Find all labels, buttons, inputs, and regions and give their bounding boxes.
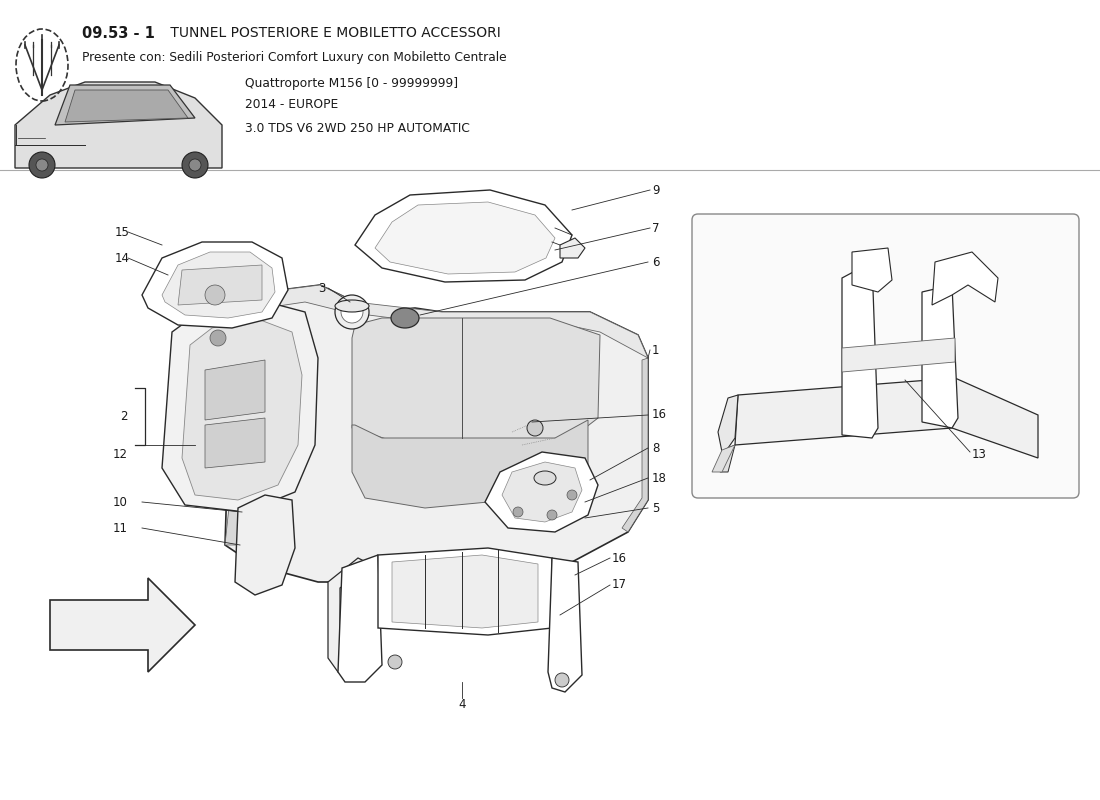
Text: TUNNEL POSTERIORE E MOBILETTO ACCESSORI: TUNNEL POSTERIORE E MOBILETTO ACCESSORI	[166, 26, 500, 40]
Circle shape	[527, 420, 543, 436]
Polygon shape	[162, 298, 318, 512]
Text: 14: 14	[116, 251, 130, 265]
Polygon shape	[235, 495, 295, 595]
Text: 5: 5	[652, 502, 659, 514]
Text: 4: 4	[459, 698, 465, 711]
Circle shape	[36, 159, 48, 171]
Polygon shape	[392, 555, 538, 628]
Text: 12: 12	[113, 449, 128, 462]
Circle shape	[205, 285, 225, 305]
Polygon shape	[355, 190, 572, 282]
Circle shape	[29, 152, 55, 178]
Polygon shape	[922, 285, 958, 428]
Text: 2014 - EUROPE: 2014 - EUROPE	[245, 98, 339, 111]
Polygon shape	[338, 555, 382, 682]
Text: 13: 13	[972, 449, 987, 462]
Text: 9: 9	[652, 183, 660, 197]
Polygon shape	[352, 318, 600, 445]
Polygon shape	[182, 318, 302, 500]
Ellipse shape	[390, 308, 419, 328]
Text: 16: 16	[652, 409, 667, 422]
Text: 3.0 TDS V6 2WD 250 HP AUTOMATIC: 3.0 TDS V6 2WD 250 HP AUTOMATIC	[245, 122, 470, 134]
Text: 7: 7	[652, 222, 660, 234]
Polygon shape	[932, 252, 998, 305]
Text: 10: 10	[113, 495, 128, 509]
Polygon shape	[485, 452, 598, 532]
Text: 15: 15	[116, 226, 130, 238]
Polygon shape	[502, 462, 582, 522]
Text: 16: 16	[612, 551, 627, 565]
Circle shape	[336, 295, 368, 329]
Circle shape	[566, 490, 578, 500]
Text: 17: 17	[612, 578, 627, 591]
Polygon shape	[621, 358, 648, 532]
Polygon shape	[226, 285, 648, 582]
Circle shape	[182, 152, 208, 178]
Polygon shape	[375, 202, 556, 274]
Polygon shape	[142, 242, 288, 328]
Polygon shape	[55, 85, 195, 125]
Polygon shape	[378, 548, 552, 635]
Text: 8: 8	[652, 442, 659, 454]
Text: 18: 18	[652, 471, 667, 485]
Polygon shape	[50, 578, 195, 672]
Circle shape	[341, 301, 363, 323]
Ellipse shape	[534, 471, 556, 485]
Polygon shape	[205, 418, 265, 468]
Polygon shape	[162, 252, 275, 318]
Polygon shape	[205, 360, 265, 420]
Polygon shape	[352, 420, 588, 508]
Text: 1: 1	[652, 343, 660, 357]
Polygon shape	[265, 285, 648, 358]
Text: 6: 6	[652, 255, 660, 269]
Text: 09.53 - 1: 09.53 - 1	[82, 26, 155, 41]
Polygon shape	[720, 445, 735, 472]
Text: 3: 3	[318, 282, 326, 294]
Polygon shape	[718, 395, 738, 452]
Polygon shape	[548, 558, 582, 692]
Polygon shape	[65, 90, 188, 122]
Circle shape	[556, 673, 569, 687]
Text: Quattroporte M156 [0 - 99999999]: Quattroporte M156 [0 - 99999999]	[245, 77, 458, 90]
Text: Presente con: Sedili Posteriori Comfort Luxury con Mobiletto Centrale: Presente con: Sedili Posteriori Comfort …	[82, 51, 507, 65]
Circle shape	[189, 159, 201, 171]
Circle shape	[547, 510, 557, 520]
Polygon shape	[560, 238, 585, 258]
FancyBboxPatch shape	[692, 214, 1079, 498]
Polygon shape	[852, 248, 892, 292]
Circle shape	[210, 330, 225, 346]
Polygon shape	[226, 465, 265, 545]
Circle shape	[513, 507, 522, 517]
Text: 11: 11	[113, 522, 128, 534]
Polygon shape	[842, 338, 955, 372]
Circle shape	[388, 655, 401, 669]
Ellipse shape	[336, 300, 368, 312]
Polygon shape	[328, 558, 372, 678]
Polygon shape	[15, 82, 222, 168]
Polygon shape	[842, 262, 878, 438]
Polygon shape	[178, 265, 262, 305]
Text: 2: 2	[121, 410, 128, 423]
Polygon shape	[712, 445, 735, 472]
Polygon shape	[735, 378, 1038, 458]
